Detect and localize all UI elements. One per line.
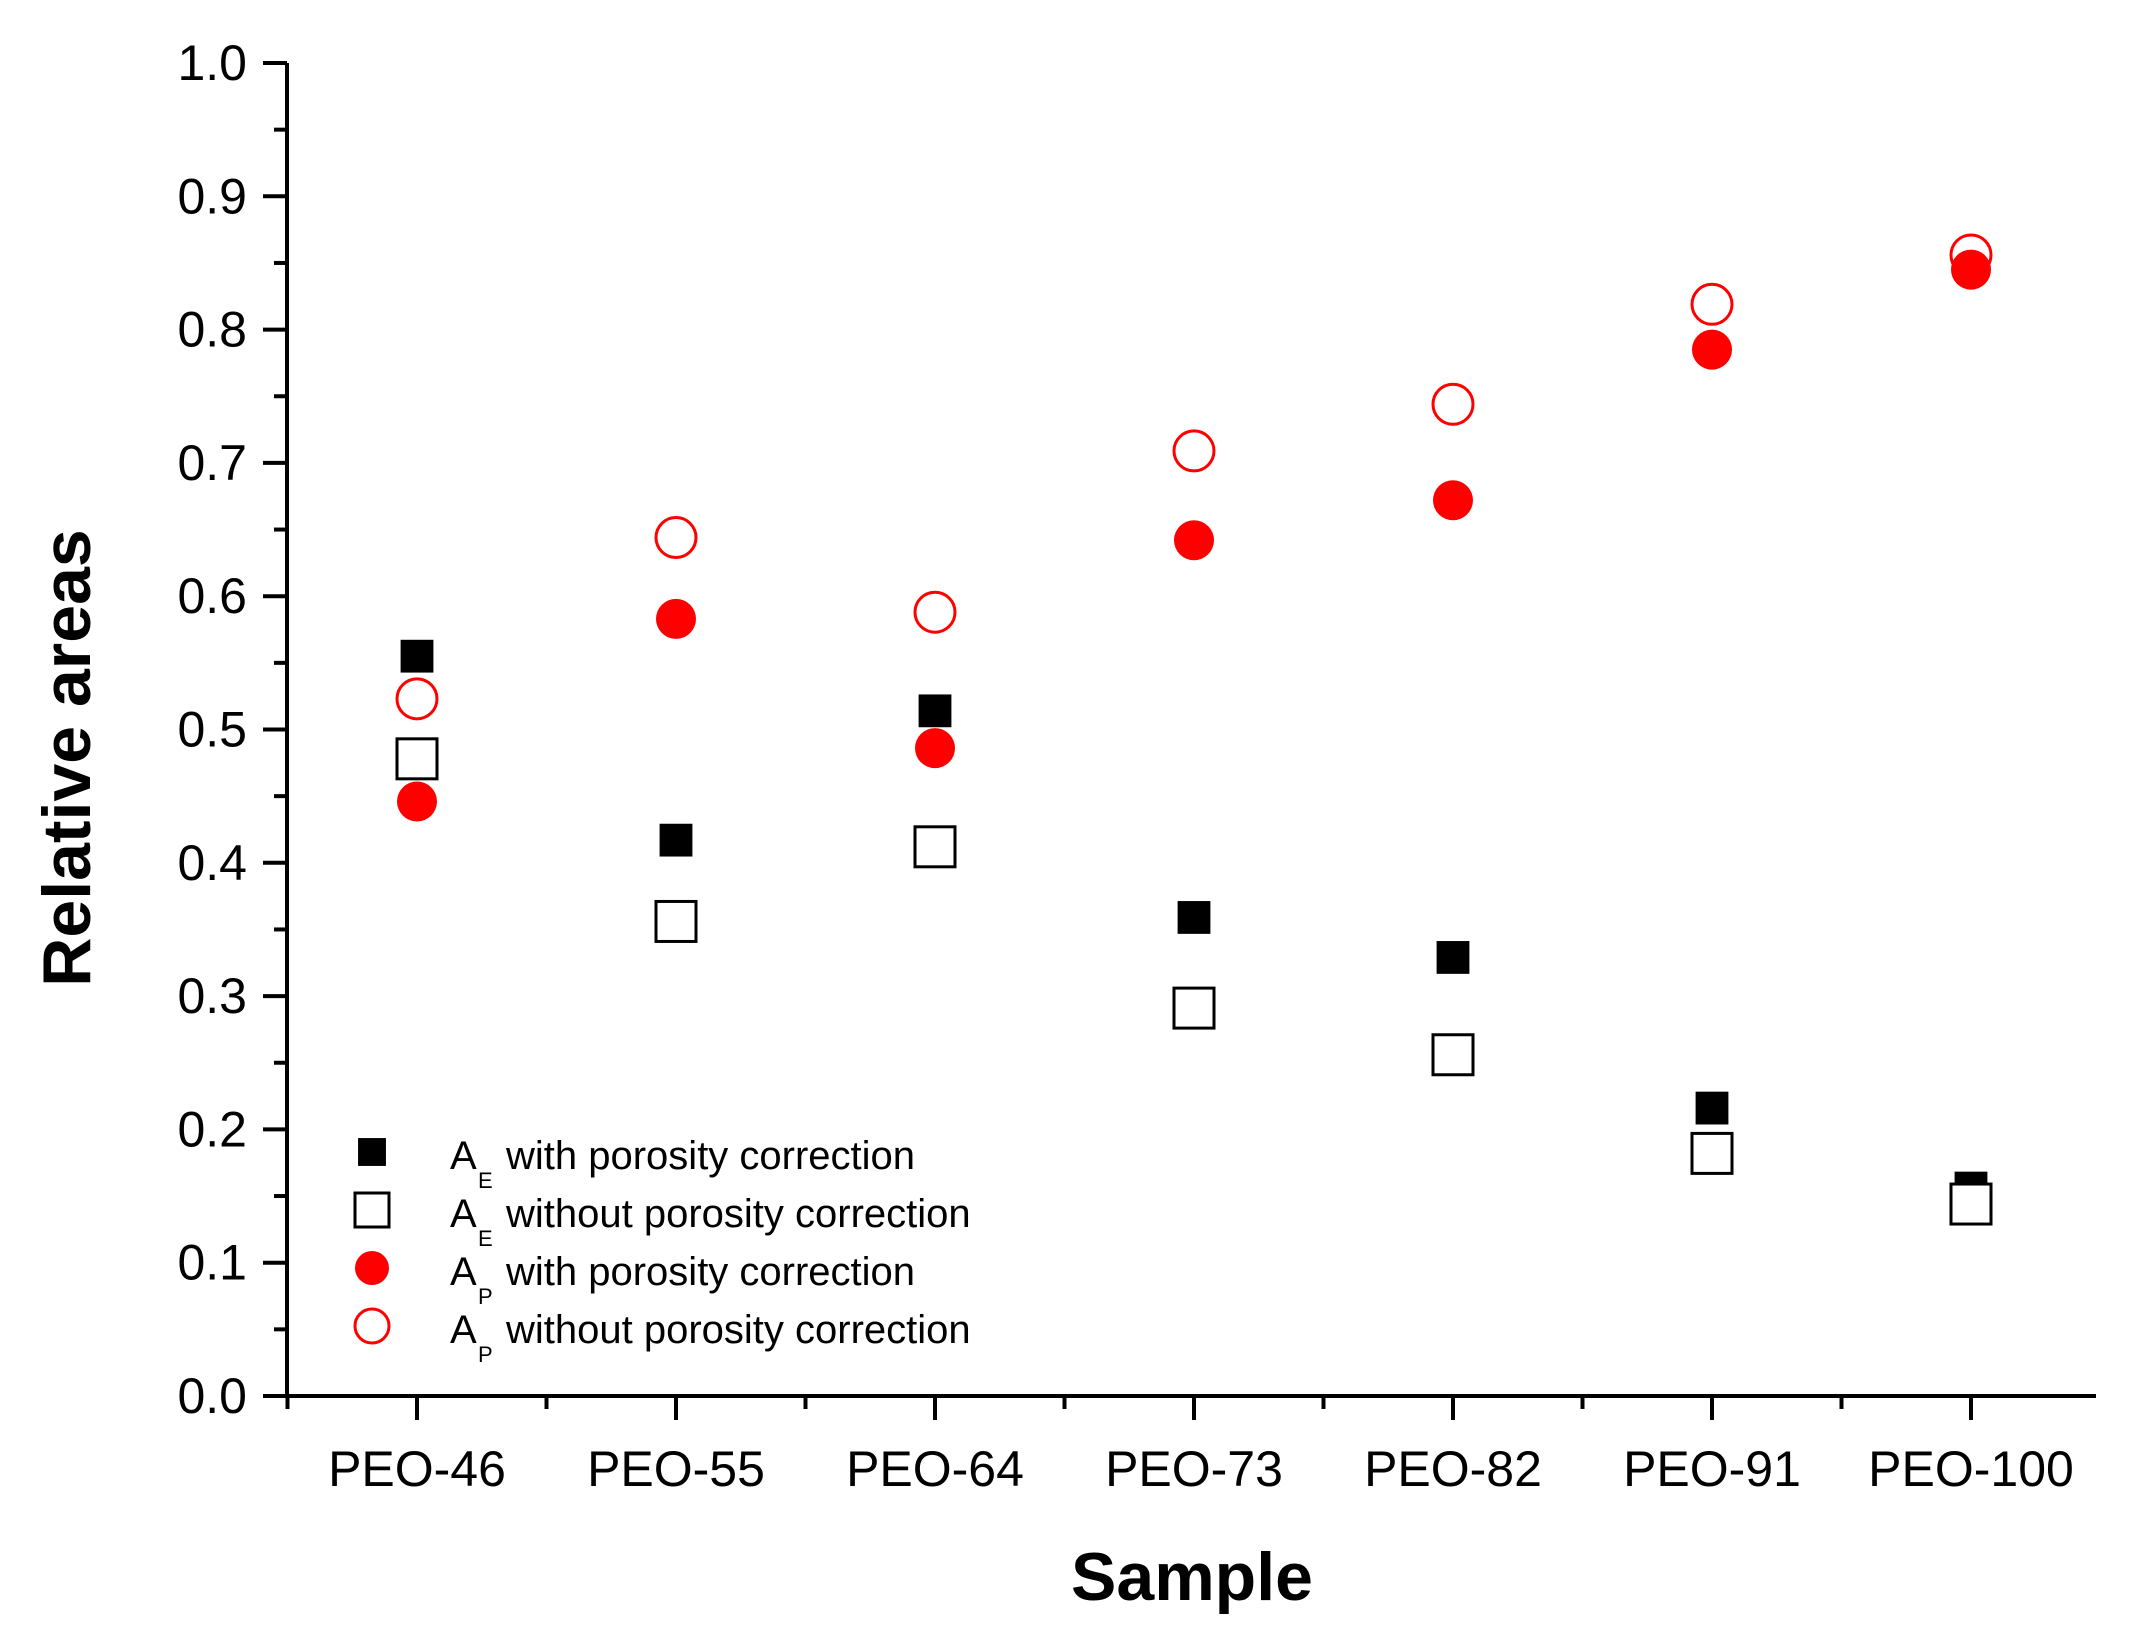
data-point xyxy=(913,590,957,634)
x-category-label: PEO-64 xyxy=(846,1441,1024,1497)
data-point xyxy=(1690,282,1734,326)
x-category-label: PEO-73 xyxy=(1105,1441,1283,1497)
data-point xyxy=(1431,382,1475,426)
x-axis-title: Sample xyxy=(1071,1539,1313,1615)
data-point xyxy=(1695,1091,1729,1125)
x-axis-ticks: PEO-46 PEO-55 PEO-64 PEO-73 PEO-82 PEO-91 PEO-… xyxy=(285,1396,2074,1497)
data-point xyxy=(1436,941,1470,974)
data-point xyxy=(1949,233,1993,277)
legend-label-main: A xyxy=(450,1250,477,1294)
data-point xyxy=(1951,249,1991,290)
data-point xyxy=(654,516,698,560)
y-tick-label: 0.4 xyxy=(177,835,247,891)
y-tick-label: 0.9 xyxy=(177,168,247,224)
y-axis-title: Relative areas xyxy=(29,529,105,986)
series-3 xyxy=(397,249,1991,822)
data-points xyxy=(395,233,1993,1226)
legend-marker xyxy=(353,1307,391,1345)
data-point xyxy=(656,598,696,639)
data-point xyxy=(1431,1033,1475,1077)
y-tick-label: 0.1 xyxy=(177,1235,247,1291)
y-tick-label: 0.3 xyxy=(177,968,247,1024)
legend-label-sub: P xyxy=(478,1342,493,1367)
legend-label-main: A xyxy=(450,1192,477,1236)
y-tick-label: 0.7 xyxy=(177,435,247,491)
x-category-label: PEO-82 xyxy=(1364,1441,1542,1497)
data-point xyxy=(1172,429,1216,473)
legend-label-text: without porosity correction xyxy=(505,1308,971,1352)
data-point xyxy=(1690,1131,1734,1175)
data-point xyxy=(913,825,957,869)
legend-marker xyxy=(353,1191,391,1229)
data-point xyxy=(395,677,439,721)
data-point xyxy=(400,639,434,673)
data-point xyxy=(915,728,955,769)
x-category-label: PEO-46 xyxy=(328,1441,506,1497)
legend-label-main: A xyxy=(450,1134,477,1178)
legend-label-sub: P xyxy=(478,1284,493,1309)
data-point xyxy=(1174,520,1214,561)
y-tick-label: 0.8 xyxy=(177,302,247,358)
series-1 xyxy=(400,639,1988,1205)
y-tick-label: 0.6 xyxy=(177,568,247,624)
data-point xyxy=(918,694,952,728)
data-point xyxy=(397,781,437,822)
data-point xyxy=(1177,901,1211,934)
y-tick-label: 0.2 xyxy=(177,1101,247,1157)
data-point xyxy=(659,823,693,857)
legend-label-text: with porosity correction xyxy=(505,1250,915,1294)
series-4 xyxy=(395,233,1993,721)
legend-marker xyxy=(358,1138,386,1166)
legend-label-text: without porosity correction xyxy=(505,1192,971,1236)
legend-label-text: with porosity correction xyxy=(505,1134,915,1178)
legend-label-main: A xyxy=(450,1308,477,1352)
data-point xyxy=(1433,480,1473,521)
data-point xyxy=(654,899,698,943)
data-point xyxy=(1949,1182,1993,1226)
x-category-label: PEO-55 xyxy=(587,1441,765,1497)
legend-label-sub: E xyxy=(478,1168,493,1193)
y-tick-label: 0.5 xyxy=(177,702,247,758)
data-point xyxy=(1172,986,1216,1030)
series-2 xyxy=(395,737,1993,1226)
y-axis-ticks: 0.0 0.1 0.2 0.3 0.4 0.5 0.6 0.7 0.8 0.9 1.0 xyxy=(177,35,287,1424)
data-point xyxy=(1692,329,1732,370)
x-category-label: PEO-91 xyxy=(1623,1441,1801,1497)
x-category-label: PEO-100 xyxy=(1868,1441,2074,1497)
legend-marker xyxy=(355,1251,389,1285)
legend-label-sub: E xyxy=(478,1226,493,1251)
data-point xyxy=(395,737,439,781)
y-tick-label: 1.0 xyxy=(177,35,247,91)
y-tick-label: 0.0 xyxy=(177,1368,247,1424)
